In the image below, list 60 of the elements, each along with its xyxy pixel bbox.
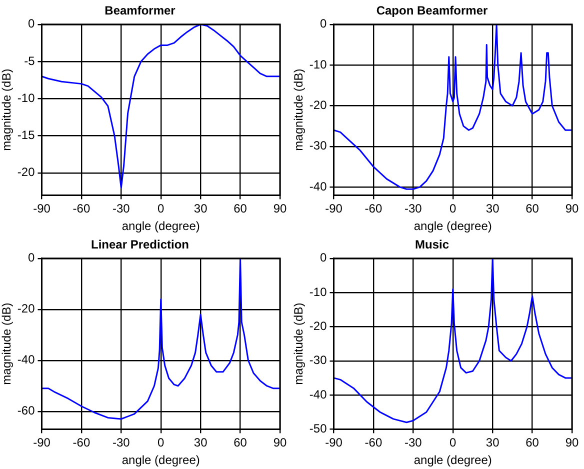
x-axis-title: angle (degree): [414, 453, 492, 468]
y-tick-label: 0: [320, 250, 328, 265]
chart-title: Music: [414, 238, 450, 252]
x-tick-label: -30: [112, 202, 130, 216]
y-axis-title: magnitude (dB): [292, 68, 306, 151]
y-tick-label: -40: [17, 352, 36, 367]
x-tick-label: 0: [158, 436, 165, 450]
x-axis-title: angle (degree): [414, 219, 492, 234]
x-tick-label: -60: [72, 436, 90, 450]
x-tick-label: 30: [194, 202, 208, 216]
y-tick-label: -20: [17, 302, 36, 316]
chart-title: Linear Prediction: [90, 238, 190, 252]
x-tick-label: 0: [158, 202, 165, 216]
y-tick-label: -10: [309, 284, 328, 299]
y-tick-label: -30: [309, 353, 328, 368]
y-tick-label: -10: [309, 57, 328, 72]
x-tick-label: -60: [364, 436, 382, 450]
x-tick-label: -30: [404, 202, 422, 216]
x-tick-label: 60: [234, 202, 248, 216]
x-tick-label: 30: [194, 436, 208, 450]
y-tick-label: -40: [309, 387, 328, 402]
y-tick-label: -50: [309, 422, 328, 436]
y-tick-label: -15: [17, 128, 36, 142]
x-tick-label: 0: [450, 202, 457, 216]
y-tick-label: -10: [17, 90, 36, 105]
x-tick-label: 90: [273, 436, 287, 450]
x-tick-label: 0: [450, 436, 457, 450]
y-tick-label: -20: [309, 319, 328, 334]
y-tick-label: -20: [17, 165, 36, 180]
y-tick-label: -40: [309, 179, 328, 194]
x-tick-label: 90: [565, 436, 579, 450]
y-tick-label: 0: [320, 16, 328, 31]
y-tick-label: -5: [24, 54, 36, 68]
x-tick-label: -60: [364, 202, 382, 216]
y-tick-label: 0: [28, 250, 36, 265]
y-axis-title: magnitude (dB): [0, 302, 14, 385]
y-axis-title: magnitude (dB): [292, 302, 306, 385]
x-tick-label: -60: [72, 202, 90, 216]
x-tick-label: -30: [112, 436, 130, 450]
x-tick-label: 60: [234, 436, 248, 450]
x-tick-label: -90: [33, 436, 51, 450]
x-tick-label: 30: [486, 202, 500, 216]
x-tick-label: -90: [325, 436, 343, 450]
chart-title: Beamformer: [104, 4, 176, 18]
y-tick-label: -60: [17, 404, 36, 418]
x-tick-label: 30: [486, 436, 500, 450]
x-tick-label: 60: [526, 202, 540, 216]
y-tick-label: -20: [309, 98, 328, 112]
x-tick-label: 90: [565, 202, 579, 216]
y-axis-title: magnitude (dB): [0, 68, 14, 151]
x-tick-label: -90: [325, 202, 343, 216]
x-tick-label: -30: [404, 436, 422, 450]
x-tick-label: -90: [33, 202, 51, 216]
chart-title: Capon Beamformer: [376, 4, 488, 18]
y-tick-label: -30: [309, 138, 328, 153]
x-tick-label: 90: [273, 202, 287, 216]
x-tick-label: 60: [526, 436, 540, 450]
y-tick-label: 0: [28, 16, 36, 31]
x-axis-title: angle (degree): [122, 219, 200, 234]
x-axis-title: angle (degree): [122, 453, 200, 468]
